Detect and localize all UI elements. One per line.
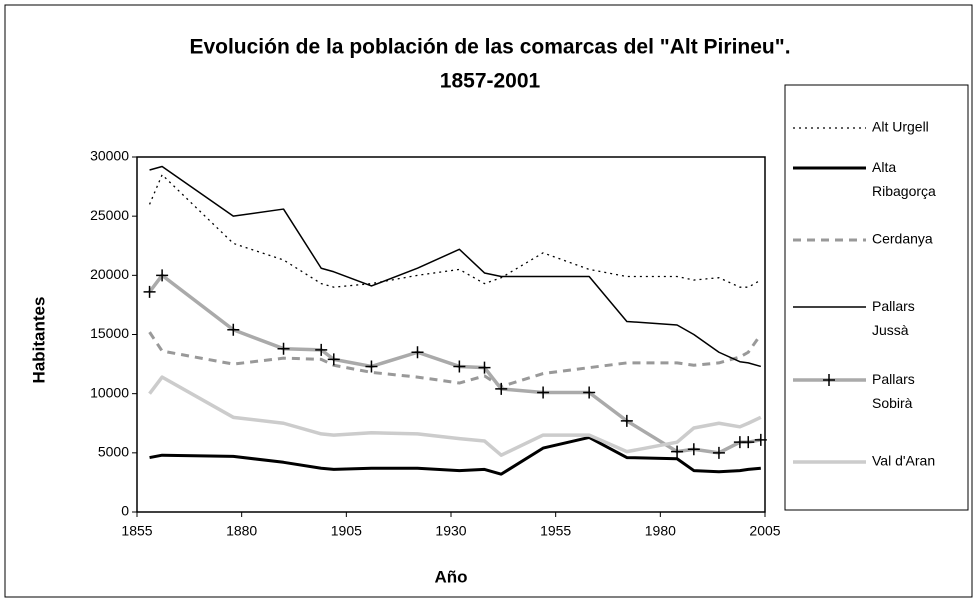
y-tick-label: 20000 [90,266,129,282]
marker [537,386,550,399]
y-axis-label: Habitantes [29,297,48,384]
marker [143,285,156,298]
x-axis-label: Año [434,567,467,586]
series-line [148,375,762,457]
x-tick-label: 1905 [331,523,362,539]
marker [478,361,491,374]
y-tick-label: 25000 [90,207,129,223]
y-tick-label: 5000 [98,444,129,460]
marker [227,323,240,336]
legend-label: Pallars Sobirà [872,371,915,411]
marker [671,445,684,458]
chart-title: Evolución de la población de las comarca… [189,36,790,59]
marker [823,374,835,386]
series-line [149,165,762,368]
legend-label: Alt Urgell [872,119,929,135]
legend-label: Cerdanya [872,231,933,247]
x-tick-label: 1880 [226,523,257,539]
y-tick-label: 10000 [90,384,129,400]
marker [315,343,328,356]
marker [365,360,378,373]
marker [277,342,290,355]
marker [411,346,424,359]
x-tick-label: 2005 [749,523,780,539]
chart-subtitle: 1857-2001 [440,70,541,93]
marker [583,386,596,399]
x-tick-label: 1980 [645,523,676,539]
series-line [149,435,761,476]
marker [742,436,755,449]
y-tick-label: 0 [121,503,129,519]
marker [453,360,466,373]
x-tick-label: 1955 [540,523,571,539]
marker [156,269,169,282]
marker [687,443,700,456]
legend-label: Pallars Jussà [872,298,915,338]
marker [620,414,633,427]
legend-label: Val d'Aran [872,453,935,469]
legend-box [784,84,969,511]
marker [712,446,725,459]
marker [754,433,767,446]
y-tick-label: 30000 [90,148,129,164]
marker [495,382,508,395]
x-tick-label: 1855 [121,523,152,539]
y-tick-label: 15000 [90,325,129,341]
x-tick-label: 1930 [435,523,466,539]
legend-label: Alta Ribagorça [872,159,936,199]
marker [327,353,340,366]
